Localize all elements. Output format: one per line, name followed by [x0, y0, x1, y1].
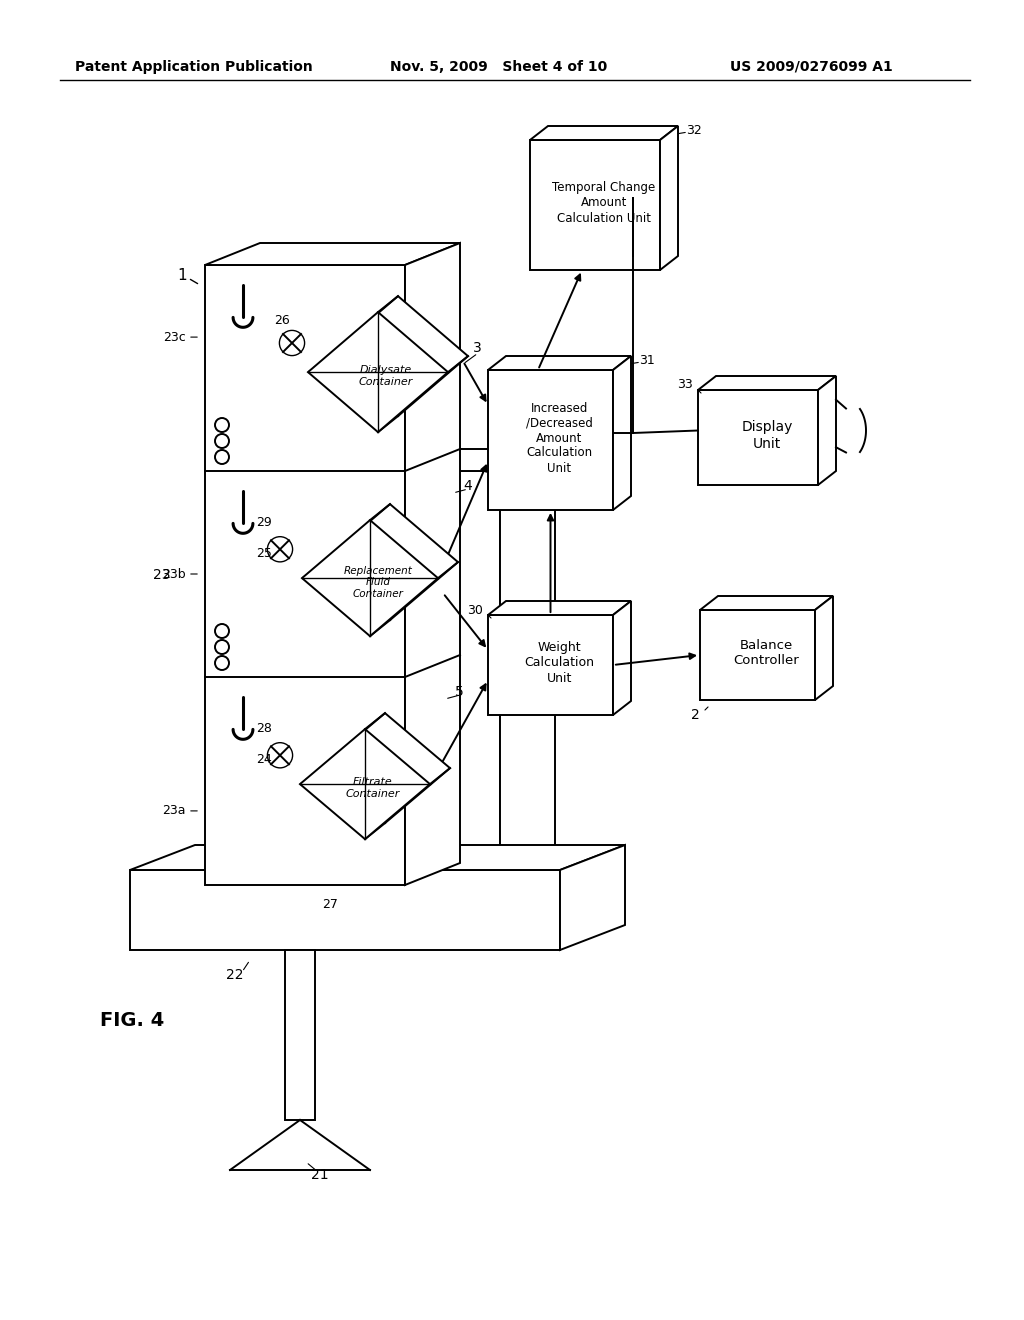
Polygon shape — [130, 870, 560, 950]
Polygon shape — [700, 597, 833, 610]
Text: Filtrate
Container: Filtrate Container — [346, 777, 400, 799]
Text: 2: 2 — [690, 708, 699, 722]
Polygon shape — [285, 950, 315, 1119]
Text: 5: 5 — [455, 685, 464, 700]
Text: 23b: 23b — [163, 568, 186, 581]
Text: Temporal Change
Amount
Calculation Unit: Temporal Change Amount Calculation Unit — [552, 181, 655, 224]
Polygon shape — [698, 389, 818, 484]
Text: US 2009/0276099 A1: US 2009/0276099 A1 — [730, 59, 893, 74]
Polygon shape — [818, 376, 836, 484]
Polygon shape — [488, 370, 613, 510]
Circle shape — [215, 434, 229, 447]
Text: Weight
Calculation
Unit: Weight Calculation Unit — [524, 642, 595, 685]
Text: 33: 33 — [677, 379, 693, 392]
Text: 23c: 23c — [163, 330, 186, 343]
Polygon shape — [406, 243, 460, 884]
Text: 1: 1 — [177, 268, 186, 282]
Text: 3: 3 — [473, 341, 481, 355]
Circle shape — [215, 640, 229, 653]
Text: 21: 21 — [311, 1168, 329, 1181]
Text: Increased
/Decreased
Amount
Calculation
Unit: Increased /Decreased Amount Calculation … — [526, 401, 593, 474]
Circle shape — [215, 656, 229, 671]
Text: 29: 29 — [256, 516, 272, 529]
Polygon shape — [300, 729, 430, 840]
Polygon shape — [308, 312, 449, 432]
Text: 24: 24 — [256, 752, 272, 766]
Text: 32: 32 — [686, 124, 701, 137]
Polygon shape — [488, 356, 631, 370]
Polygon shape — [488, 601, 631, 615]
Polygon shape — [700, 610, 815, 700]
Polygon shape — [328, 296, 468, 416]
Polygon shape — [406, 449, 555, 471]
Text: Balance
Controller: Balance Controller — [733, 639, 800, 667]
Polygon shape — [302, 520, 438, 636]
Polygon shape — [530, 125, 678, 140]
Polygon shape — [322, 504, 458, 620]
Text: 27: 27 — [323, 899, 338, 912]
Text: 25: 25 — [256, 546, 272, 560]
Text: 22: 22 — [226, 968, 244, 982]
Polygon shape — [319, 713, 450, 824]
Text: Patent Application Publication: Patent Application Publication — [75, 59, 312, 74]
Polygon shape — [205, 265, 406, 884]
Polygon shape — [660, 125, 678, 271]
Text: FIG. 4: FIG. 4 — [100, 1011, 164, 1030]
Text: Display
Unit: Display Unit — [741, 420, 793, 450]
Text: 30: 30 — [467, 603, 483, 616]
Polygon shape — [130, 845, 625, 870]
Text: Nov. 5, 2009   Sheet 4 of 10: Nov. 5, 2009 Sheet 4 of 10 — [390, 59, 607, 74]
Circle shape — [215, 624, 229, 638]
Text: 28: 28 — [256, 722, 272, 735]
Polygon shape — [815, 597, 833, 700]
Polygon shape — [530, 140, 660, 271]
Circle shape — [215, 450, 229, 465]
Polygon shape — [698, 376, 836, 389]
Polygon shape — [613, 601, 631, 715]
Text: Replacement
Fluid
Container: Replacement Fluid Container — [344, 565, 413, 599]
Text: 26: 26 — [274, 314, 290, 326]
Polygon shape — [406, 471, 500, 884]
Polygon shape — [488, 615, 613, 715]
Polygon shape — [205, 243, 460, 265]
Polygon shape — [500, 449, 555, 884]
Text: 23a: 23a — [163, 804, 186, 817]
Text: Dialysate
Container: Dialysate Container — [358, 366, 414, 387]
Text: 31: 31 — [639, 355, 654, 367]
Text: 23: 23 — [153, 568, 170, 582]
Text: 4: 4 — [463, 479, 472, 492]
Polygon shape — [613, 356, 631, 510]
Polygon shape — [560, 845, 625, 950]
Circle shape — [215, 418, 229, 432]
